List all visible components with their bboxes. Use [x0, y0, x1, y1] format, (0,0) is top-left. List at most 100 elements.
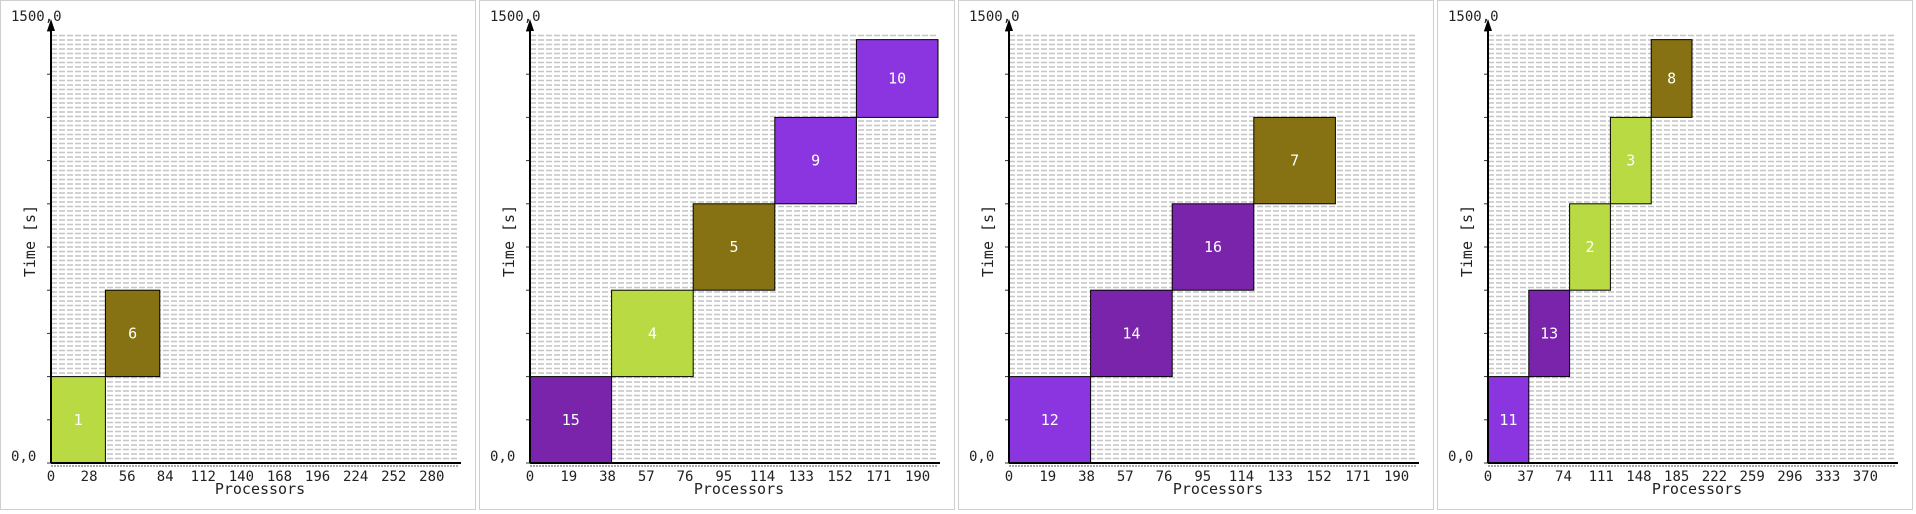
- job-block: [1008, 376, 1092, 464]
- x-tick-label: 57: [638, 469, 655, 485]
- x-tick-label: 0: [526, 469, 534, 485]
- x-tick-label: 114: [750, 469, 775, 485]
- job-block: [1171, 203, 1255, 291]
- x-tick-label: 259: [1740, 469, 1765, 485]
- x-tick-label: 296: [1777, 469, 1802, 485]
- job-label: 7: [1290, 152, 1299, 170]
- y-max-label: 1500,0: [490, 9, 541, 25]
- x-tick-label: 57: [1117, 469, 1134, 485]
- job-block: [774, 116, 857, 205]
- x-tick-label: 171: [1345, 469, 1370, 485]
- job-block: [692, 203, 776, 291]
- job-label: 8: [1667, 70, 1676, 88]
- x-tick-label: 95: [1194, 469, 1211, 485]
- y-max-label: 1500,0: [969, 9, 1020, 25]
- job-label: 16: [1204, 238, 1222, 256]
- x-tick-label: 111: [1589, 469, 1614, 485]
- job-label: 5: [729, 238, 738, 256]
- y-min-label: 0,0: [1448, 449, 1473, 465]
- x-tick-label: 0: [47, 469, 55, 485]
- y-min-label: 0,0: [490, 449, 515, 465]
- y-axis-arrow: [1005, 19, 1013, 31]
- job-label: 2: [1585, 238, 1594, 256]
- x-tick-label: 37: [1517, 469, 1534, 485]
- x-axis-title: Processors: [215, 480, 305, 498]
- job-label: 6: [128, 324, 137, 342]
- job-label: 1: [74, 411, 83, 429]
- x-tick-label: 171: [866, 469, 891, 485]
- y-max-label: 1500,0: [1448, 9, 1499, 25]
- x-tick-label: 280: [419, 469, 444, 485]
- x-tick-label: 185: [1664, 469, 1689, 485]
- chart-panel-2: 15 4 5 9 10 0 19 38 57 76 95 114 133 152 171 190 1500,0 0…: [479, 0, 955, 510]
- x-tick-label: 133: [789, 469, 814, 485]
- x-tick-label: 196: [305, 469, 330, 485]
- x-tick-label: 74: [1555, 469, 1572, 485]
- y-max-label: 1500,0: [11, 9, 62, 25]
- x-axis-title: Processors: [1173, 480, 1263, 498]
- x-tick-label: 114: [1229, 469, 1254, 485]
- job-block: [1650, 39, 1693, 118]
- y-min-label: 0,0: [11, 449, 36, 465]
- chart-panel-4: 11 13 2 3 8 0 37 74 111 148 185 222 259 296 333 370 1500…: [1437, 0, 1913, 510]
- x-tick-label: 224: [343, 469, 368, 485]
- x-tick-label: 333: [1815, 469, 1840, 485]
- job-label: 13: [1540, 324, 1558, 342]
- chart-svg-3: 12 14 16 7 0 19 38 57 76 95 114 133 152 171 190 1500,0 0…: [969, 9, 1419, 498]
- job-block: [529, 376, 613, 464]
- y-axis-arrow: [526, 19, 534, 31]
- job-block: [1569, 203, 1611, 291]
- job-label: 14: [1122, 324, 1140, 342]
- y-axis-arrow: [1484, 19, 1492, 31]
- x-tick-label: 95: [715, 469, 732, 485]
- job-block: [1609, 116, 1652, 205]
- job-block: [1253, 116, 1336, 205]
- x-tick-label: 38: [599, 469, 616, 485]
- x-tick-label: 38: [1078, 469, 1095, 485]
- x-tick-label: 152: [827, 469, 852, 485]
- y-axis-title: Time [s]: [500, 205, 518, 277]
- job-label: 3: [1626, 152, 1635, 170]
- x-tick-label: 0: [1484, 469, 1492, 485]
- y-axis-title: Time [s]: [21, 205, 39, 277]
- job-block: [50, 376, 106, 464]
- x-tick-label: 84: [157, 469, 174, 485]
- x-tick-label: 19: [1039, 469, 1056, 485]
- job-label: 11: [1499, 411, 1517, 429]
- job-block: [1528, 289, 1571, 378]
- y-axis-title: Time [s]: [1458, 205, 1476, 277]
- x-tick-label: 76: [1156, 469, 1173, 485]
- job-block: [104, 289, 161, 378]
- x-axis-title: Processors: [1652, 480, 1742, 498]
- job-block: [855, 39, 939, 118]
- x-tick-label: 190: [1384, 469, 1409, 485]
- y-axis-title: Time [s]: [979, 205, 997, 277]
- x-tick-label: 0: [1005, 469, 1013, 485]
- job-label: 9: [811, 152, 820, 170]
- x-tick-label: 252: [381, 469, 406, 485]
- job-block: [1090, 289, 1173, 378]
- x-tick-label: 168: [267, 469, 292, 485]
- x-tick-label: 148: [1626, 469, 1651, 485]
- chart-panel-3: 12 14 16 7 0 19 38 57 76 95 114 133 152 171 190 1500,0 0…: [958, 0, 1434, 510]
- chart-panel-1: 1 6 0 28 56 84 112 140 168 196 224 252 280 1500,0 0,0 P…: [0, 0, 476, 510]
- x-tick-label: 190: [905, 469, 930, 485]
- y-min-label: 0,0: [969, 449, 994, 465]
- x-tick-label: 222: [1702, 469, 1727, 485]
- chart-svg-4: 11 13 2 3 8 0 37 74 111 148 185 222 259 296 333 370 1500…: [1448, 9, 1898, 498]
- x-axis-title: Processors: [694, 480, 784, 498]
- job-label: 4: [648, 324, 657, 342]
- x-tick-label: 76: [677, 469, 694, 485]
- x-tick-label: 152: [1306, 469, 1331, 485]
- x-tick-label: 370: [1853, 469, 1878, 485]
- job-block: [1487, 376, 1530, 464]
- grid: [51, 34, 459, 460]
- x-tick-label: 56: [119, 469, 136, 485]
- x-tick-label: 28: [81, 469, 98, 485]
- job-label: 12: [1041, 411, 1059, 429]
- chart-svg-2: 15 4 5 9 10 0 19 38 57 76 95 114 133 152 171 190 1500,0 0…: [490, 9, 940, 498]
- x-tick-label: 140: [229, 469, 254, 485]
- x-tick-label: 19: [560, 469, 577, 485]
- job-label: 10: [888, 70, 906, 88]
- x-tick-label: 133: [1268, 469, 1293, 485]
